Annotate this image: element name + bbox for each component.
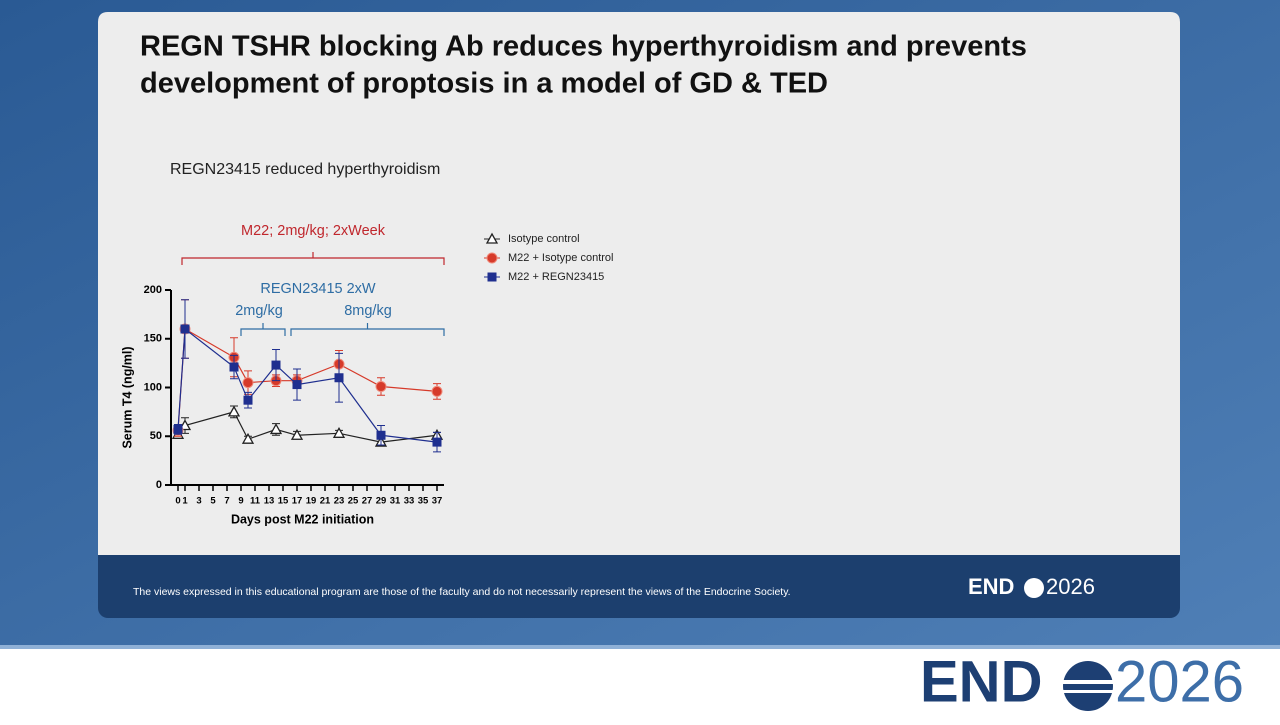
legend-label: M22 + Isotype control <box>508 252 613 264</box>
y-tick-label: 100 <box>144 381 162 393</box>
marker <box>243 395 253 405</box>
marker <box>173 424 183 434</box>
chart-title: REGN23415 reduced hyperthyroidism <box>170 161 440 178</box>
logo-globe <box>1063 661 1113 711</box>
x-tick-label: 23 <box>334 496 345 507</box>
x-tick-label: 7 <box>224 496 229 507</box>
marker <box>334 373 344 383</box>
x-tick-label: 13 <box>264 496 275 507</box>
series <box>171 405 444 447</box>
x-tick-label: 35 <box>418 496 429 507</box>
logo-stripe <box>1063 680 1113 684</box>
marker <box>180 324 190 334</box>
x-tick-label: 11 <box>250 496 261 507</box>
y-tick-label: 50 <box>150 430 162 442</box>
logo-text: END <box>968 574 1014 599</box>
x-tick-label: 31 <box>390 496 401 507</box>
legend-label: Isotype control <box>508 233 580 245</box>
marker <box>431 385 443 397</box>
x-tick-label: 0 <box>175 496 180 507</box>
legend-marker <box>487 272 497 282</box>
x-tick-label: 17 <box>292 496 303 507</box>
annotation: 2mg/kg <box>235 303 283 319</box>
x-tick-label: 15 <box>278 496 289 507</box>
marker <box>269 423 283 435</box>
logo-text: 2026 <box>1046 574 1095 599</box>
marker <box>376 430 386 440</box>
annotation: REGN23415 2xW <box>260 281 376 297</box>
legend-marker <box>486 252 498 264</box>
logo-globe <box>1024 578 1044 598</box>
annotation: M22; 2mg/kg; 2xWeek <box>241 223 386 239</box>
y-tick-label: 200 <box>144 284 162 296</box>
footer-logo: END 2026 <box>968 574 1095 599</box>
marker <box>229 362 239 372</box>
bottom-logo: END 2026 <box>920 649 1244 714</box>
legend-label: M22 + REGN23415 <box>508 271 604 283</box>
x-tick-label: 1 <box>182 496 188 507</box>
logo-text: 2026 <box>1115 649 1244 714</box>
slide-title: REGN TSHR blocking Ab reduces hyperthyro… <box>140 31 1027 63</box>
x-tick-label: 29 <box>376 496 387 507</box>
marker <box>241 432 255 444</box>
disclaimer: The views expressed in this educational … <box>133 586 791 598</box>
x-tick-label: 21 <box>320 496 331 507</box>
bottom-rule <box>0 645 1280 649</box>
y-tick-label: 0 <box>156 479 162 491</box>
x-tick-label: 9 <box>238 496 243 507</box>
marker <box>290 428 304 440</box>
x-tick-label: 3 <box>196 496 201 507</box>
x-tick-label: 33 <box>404 496 415 507</box>
marker <box>432 437 442 447</box>
x-tick-label: 25 <box>348 496 359 507</box>
x-tick-label: 19 <box>306 496 317 507</box>
marker <box>332 426 346 438</box>
logo-stripe <box>1063 690 1113 693</box>
marker <box>292 380 302 390</box>
y-axis-label: Serum T4 (ng/ml) <box>120 346 134 448</box>
bracket <box>181 252 445 265</box>
slide-title: development of proptosis in a model of G… <box>140 68 828 100</box>
marker <box>271 360 281 370</box>
y-tick-label: 150 <box>144 333 162 345</box>
logo-text: END <box>920 649 1042 714</box>
marker <box>375 381 387 393</box>
bracket <box>240 323 286 336</box>
slide-card <box>98 12 1180 555</box>
x-tick-label: 37 <box>432 496 443 507</box>
legend-marker <box>485 232 499 244</box>
annotation: 8mg/kg <box>344 303 392 319</box>
series <box>173 299 442 453</box>
marker <box>227 405 241 417</box>
x-tick-label: 27 <box>362 496 373 507</box>
bracket <box>290 323 445 336</box>
marker <box>242 377 254 389</box>
x-tick-label: 5 <box>210 496 216 507</box>
x-axis-label: Days post M22 initiation <box>231 512 374 526</box>
